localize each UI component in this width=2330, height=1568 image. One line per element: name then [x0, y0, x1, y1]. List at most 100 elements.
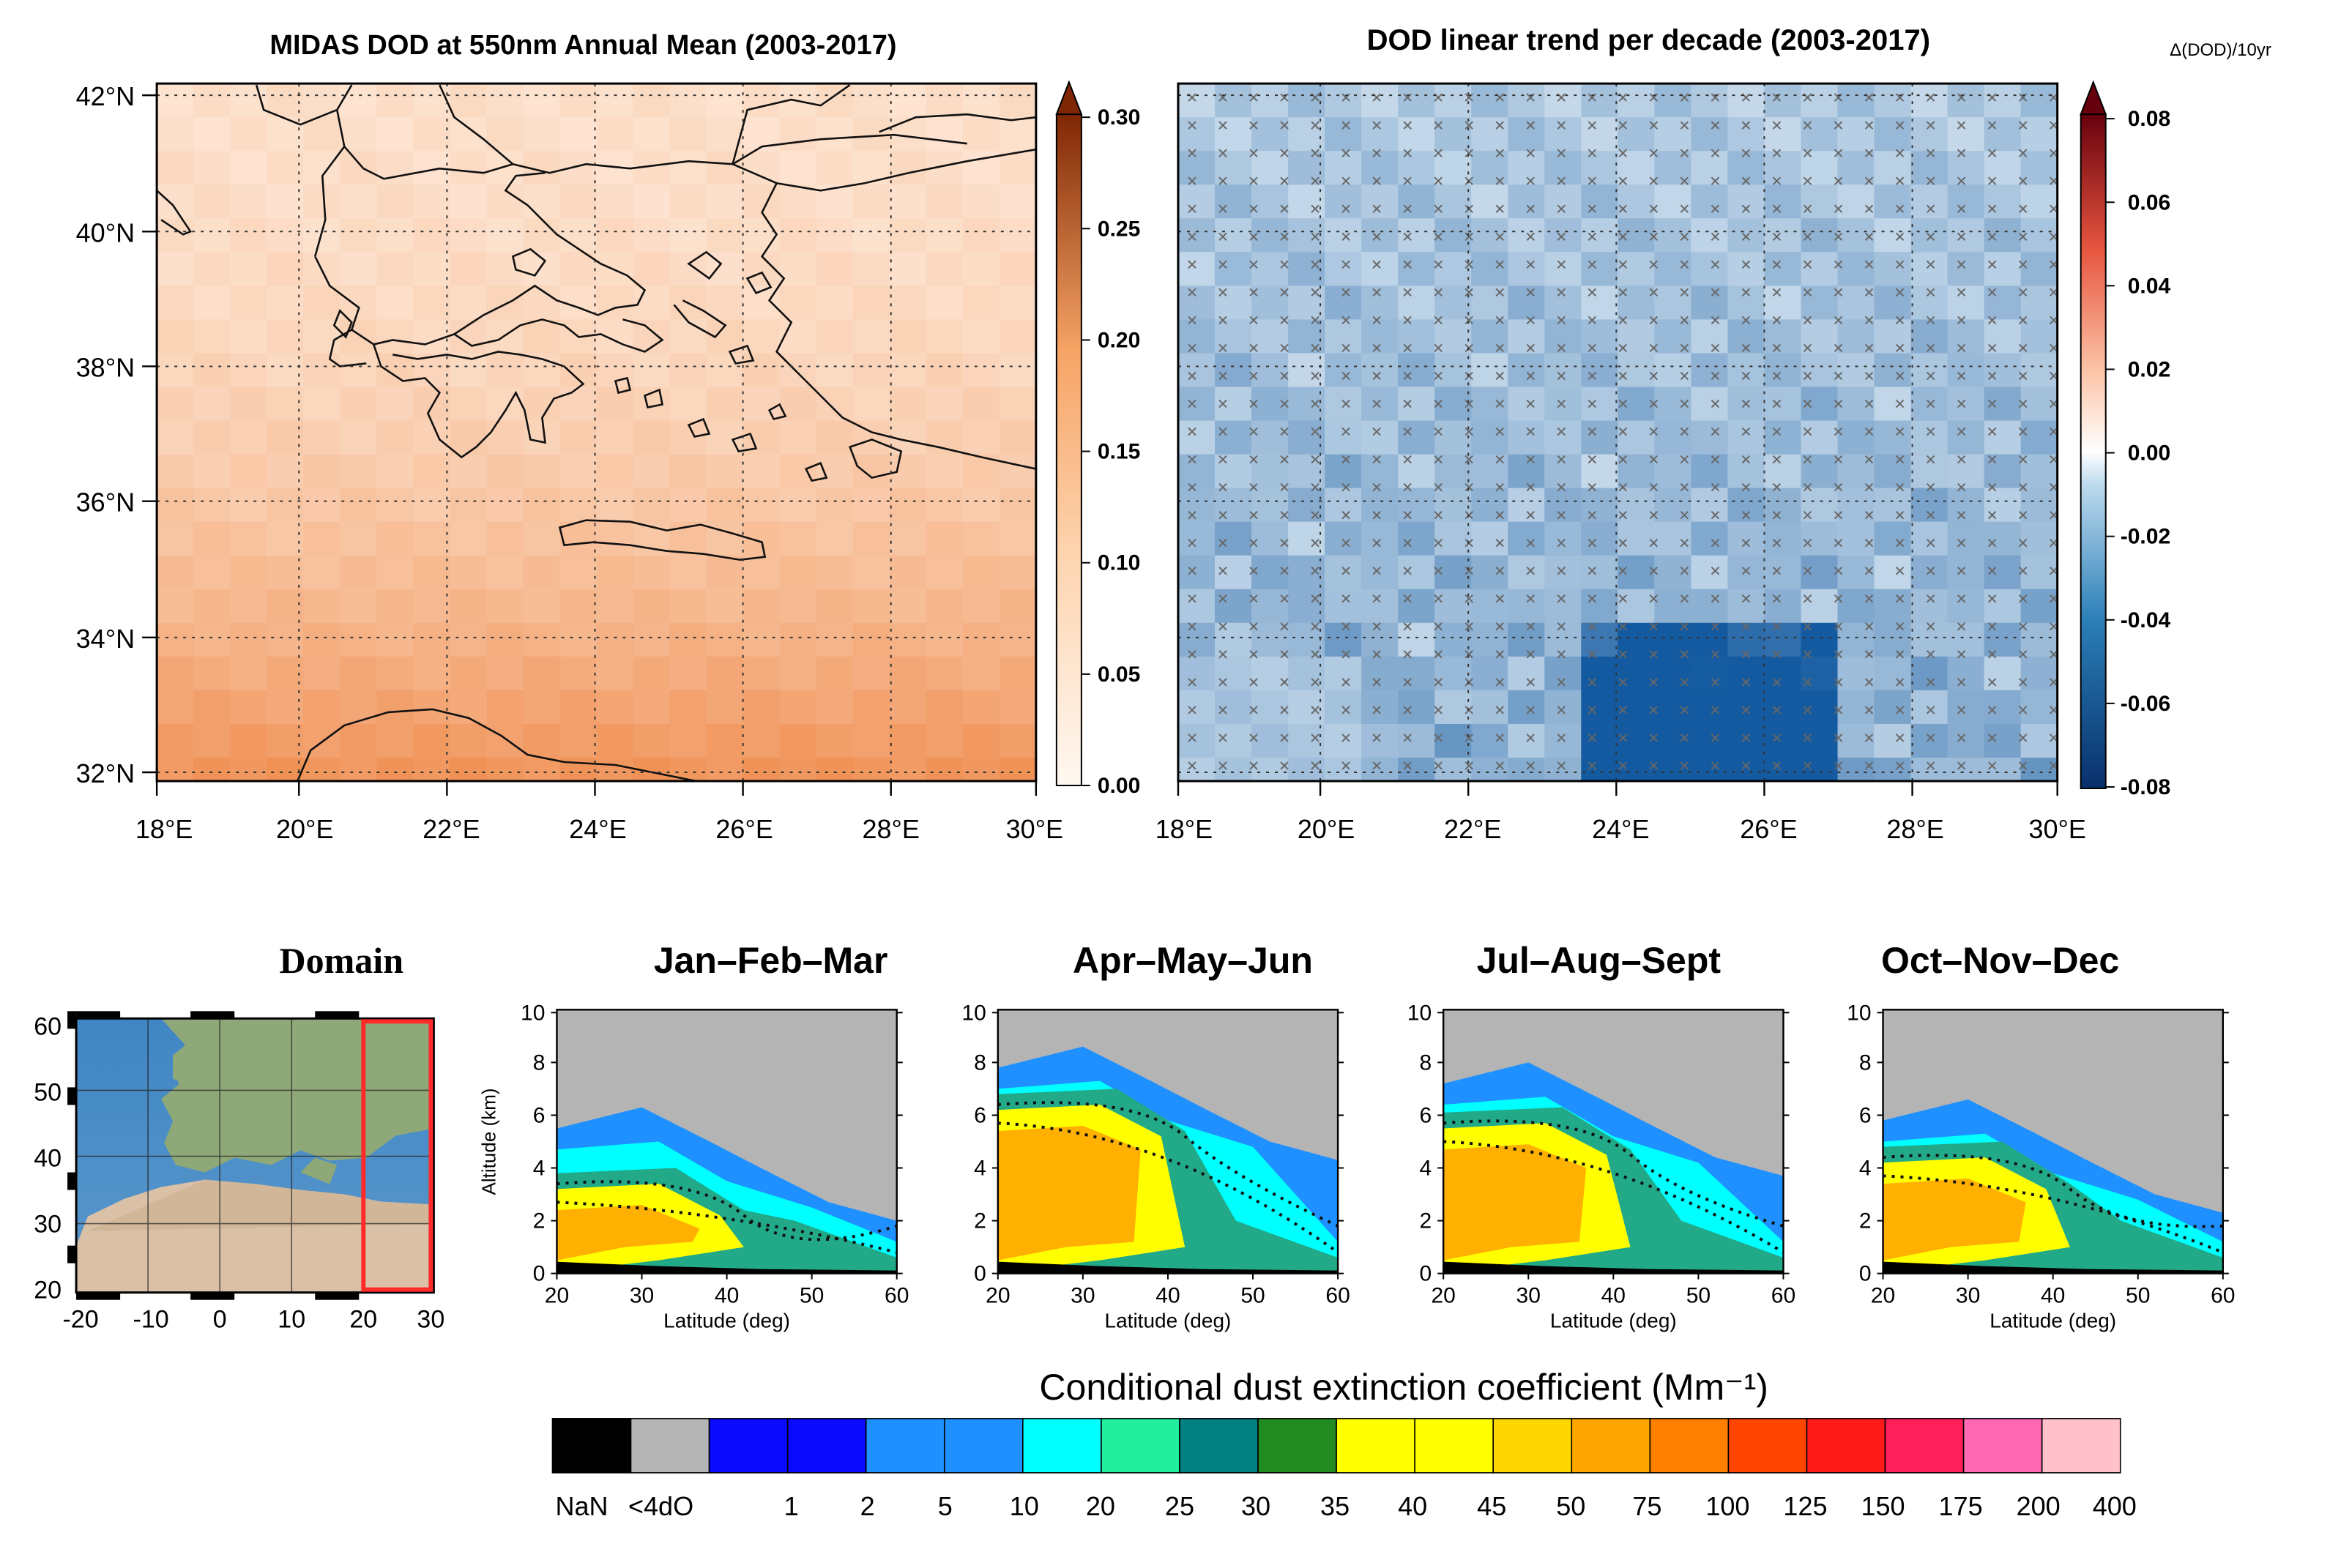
dod-cell: [999, 218, 1036, 254]
dod-cell: [852, 184, 891, 220]
dod-cell: [157, 589, 196, 624]
dod-cell: [779, 184, 818, 220]
dod-cell: [486, 454, 525, 490]
dod-cell: [486, 723, 525, 759]
dod-cell: [230, 151, 269, 187]
dod-cell: [852, 589, 891, 624]
x-tick-label: 60: [1771, 1284, 1795, 1308]
dod-cell: [303, 184, 342, 220]
dod-cell: [852, 319, 891, 355]
dod-cell: [230, 218, 269, 254]
dod-cell: [303, 690, 342, 725]
lon-label: -10: [133, 1306, 169, 1334]
y-tick-label: 8: [1419, 1050, 1432, 1075]
dod-cell: [926, 420, 964, 456]
y-tick-label: 4: [1859, 1157, 1872, 1181]
lon-label: 30°E: [1006, 814, 1063, 844]
dod-cell: [889, 723, 928, 759]
legend-label: 200: [2017, 1491, 2061, 1521]
dod-cell: [706, 117, 745, 153]
colorbar-b-tick: 0.06: [2128, 190, 2170, 214]
dod-cell: [779, 555, 818, 591]
dod-cell: [669, 690, 708, 725]
dod-cell: [706, 757, 745, 782]
lon-label: -20: [62, 1306, 98, 1334]
dod-cell: [193, 353, 232, 389]
dod-cell: [486, 387, 525, 422]
dod-cell: [413, 521, 452, 557]
dod-cell: [376, 521, 415, 557]
dod-cell: [962, 387, 1001, 422]
dod-cell: [413, 622, 452, 658]
dod-cell: [523, 521, 562, 557]
dod-cell: [486, 555, 525, 591]
dod-cell: [230, 319, 269, 355]
legend-swatch: [1257, 1418, 1337, 1474]
dod-cell: [157, 622, 196, 658]
dod-cell: [962, 690, 1001, 725]
dod-cell: [962, 218, 1001, 254]
dod-cell: [523, 622, 562, 658]
legend-color-boxes: [551, 1418, 2121, 1474]
colorbar-a-bar: [1055, 113, 1082, 787]
legend-swatch: [630, 1418, 710, 1474]
dod-cell: [486, 656, 525, 692]
legend-swatch: [1884, 1418, 1965, 1474]
legend-swatch: [1649, 1418, 1730, 1474]
dod-cell: [340, 555, 379, 591]
dod-cell: [669, 353, 708, 389]
dod-cell: [852, 353, 891, 389]
legend-label: 25: [1165, 1491, 1194, 1521]
colorbar-b-tick: 0.04: [2128, 274, 2171, 298]
dod-cell: [157, 690, 196, 725]
dod-cell: [999, 521, 1036, 557]
dod-cell: [193, 656, 232, 692]
dod-cell: [633, 656, 671, 692]
dod-cell: [962, 555, 1001, 591]
dod-cell: [450, 589, 488, 624]
dod-cell: [303, 589, 342, 624]
dod-cell: [596, 319, 635, 355]
dod-cell: [340, 117, 379, 153]
dod-cell: [669, 555, 708, 591]
lon-label: 20°E: [276, 814, 333, 844]
dod-cell: [999, 83, 1036, 119]
profile-mean-line: [997, 1101, 1339, 1228]
profile-title: Jul–Aug–Sept: [1477, 940, 1722, 981]
dod-cell: [742, 521, 781, 557]
dod-cell: [889, 589, 928, 624]
dod-cell: [230, 353, 269, 389]
dod-cell: [596, 420, 635, 456]
dod-cell: [193, 319, 232, 355]
dod-cell: [816, 117, 855, 153]
dod-cell: [999, 420, 1036, 456]
lon-label: 10: [278, 1306, 305, 1334]
y-axis-label: Altitude (km): [477, 1088, 499, 1195]
dod-cell: [816, 252, 855, 288]
dod-cell: [926, 555, 964, 591]
dod-cell: [413, 420, 452, 456]
y-tick-label: 2: [533, 1209, 546, 1233]
dod-cell: [230, 690, 269, 725]
panel-b-frame: [1177, 82, 2059, 783]
dod-cell: [779, 690, 818, 725]
dod-cell: [340, 757, 379, 782]
dod-cell: [376, 151, 415, 187]
dod-cell: [742, 488, 781, 523]
dod-cell: [779, 622, 818, 658]
dod-cell: [376, 656, 415, 692]
dod-cell: [486, 218, 525, 254]
dod-cell: [889, 83, 928, 119]
legend-label: 75: [1632, 1491, 1661, 1521]
dod-cell: [157, 387, 196, 422]
dod-cell: [633, 690, 671, 725]
dod-cell: [340, 454, 379, 490]
lat-label: 40: [34, 1145, 62, 1173]
dod-cell: [486, 622, 525, 658]
dod-cell: [230, 83, 269, 119]
legend-label: 20: [1086, 1491, 1115, 1521]
